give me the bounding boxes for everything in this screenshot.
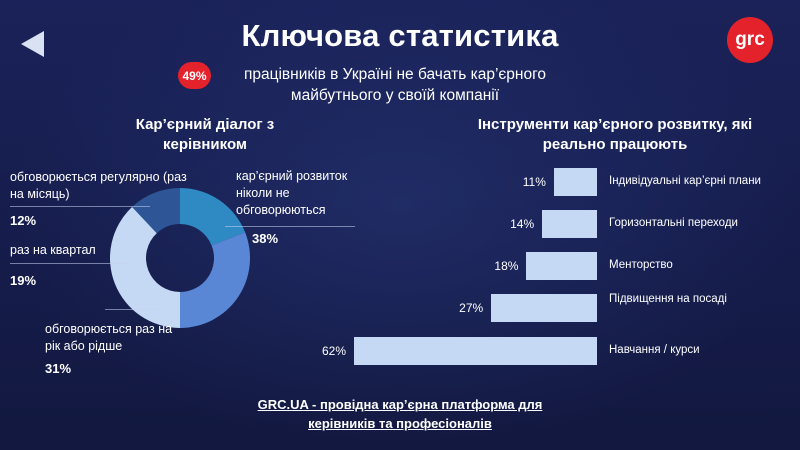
bar-label-training: Навчання / курси: [609, 344, 700, 356]
leader-line: [105, 309, 165, 310]
bar-chart: 11% Індивідуальні кар’єрні плани 14% Горизо…: [300, 160, 780, 370]
donut-slice-quarterly: [180, 188, 246, 246]
donut-chart: [110, 188, 250, 328]
donut-pct-yearly: 31%: [45, 361, 72, 376]
footer-link[interactable]: GRC.UA - провідна кар’єрна платформа для…: [200, 395, 600, 433]
bar-training: [354, 337, 597, 365]
bar-mentoring: [526, 252, 597, 280]
bar-label-promotion: Підвищення на посаді: [609, 293, 727, 305]
triangle-left-icon: [21, 31, 44, 57]
donut-section-title: Кар’єрний діалог з керівником: [135, 116, 275, 153]
leader-line: [225, 226, 355, 227]
bar-ipr: [553, 168, 597, 196]
bar-label-mentoring: Менторство: [609, 259, 673, 271]
back-button[interactable]: [18, 30, 48, 58]
headline-text: працівників в Україні не бачать кар’єрно…: [243, 66, 547, 104]
bar-value-ipr: 11%: [522, 175, 546, 189]
bar-value-horizontal: 14%: [510, 217, 535, 231]
bar-label-horizontal: Горизонтальні переходи: [609, 217, 738, 229]
grc-logo: grc: [727, 17, 773, 63]
leader-line: [10, 206, 150, 207]
bars-section-title: Інструменти кар’єрного розвитку, які реа…: [477, 116, 753, 153]
donut-label-monthly: обговорюється регулярно (раз на місяць): [10, 170, 187, 201]
donut-label-quarterly: раз на квартал: [10, 243, 96, 257]
bar-value-promotion: 27%: [459, 301, 484, 315]
bar-label-ipr: Індивідуальні кар’єрні плани: [609, 175, 761, 187]
footer-line-1: GRC.UA - провідна кар’єрна платформа для: [257, 397, 543, 412]
bar-horizontal: [542, 210, 597, 238]
donut-pct-never: 38%: [252, 231, 279, 246]
donut-slice-monthly: [132, 188, 180, 234]
donut-pct-monthly: 12%: [10, 213, 37, 228]
donut-slice-yearly: [180, 232, 250, 328]
donut-pct-quarterly: 19%: [10, 273, 37, 288]
donut-label-yearly: обговорюється раз на рік або рідше: [45, 322, 173, 353]
leader-line: [10, 263, 130, 264]
footer-line-2: керівників та професіоналів: [308, 416, 492, 431]
donut-label-never: кар’єрний розвиток ніколи не обговорюють…: [236, 169, 348, 217]
bar-value-mentoring: 18%: [494, 259, 519, 273]
bar-promotion: [491, 294, 597, 322]
stat-badge: 49%: [178, 62, 211, 89]
bar-value-training: 62%: [321, 344, 346, 358]
donut-slice-never: [110, 206, 180, 328]
page-title: Ключова статистика: [241, 18, 559, 53]
